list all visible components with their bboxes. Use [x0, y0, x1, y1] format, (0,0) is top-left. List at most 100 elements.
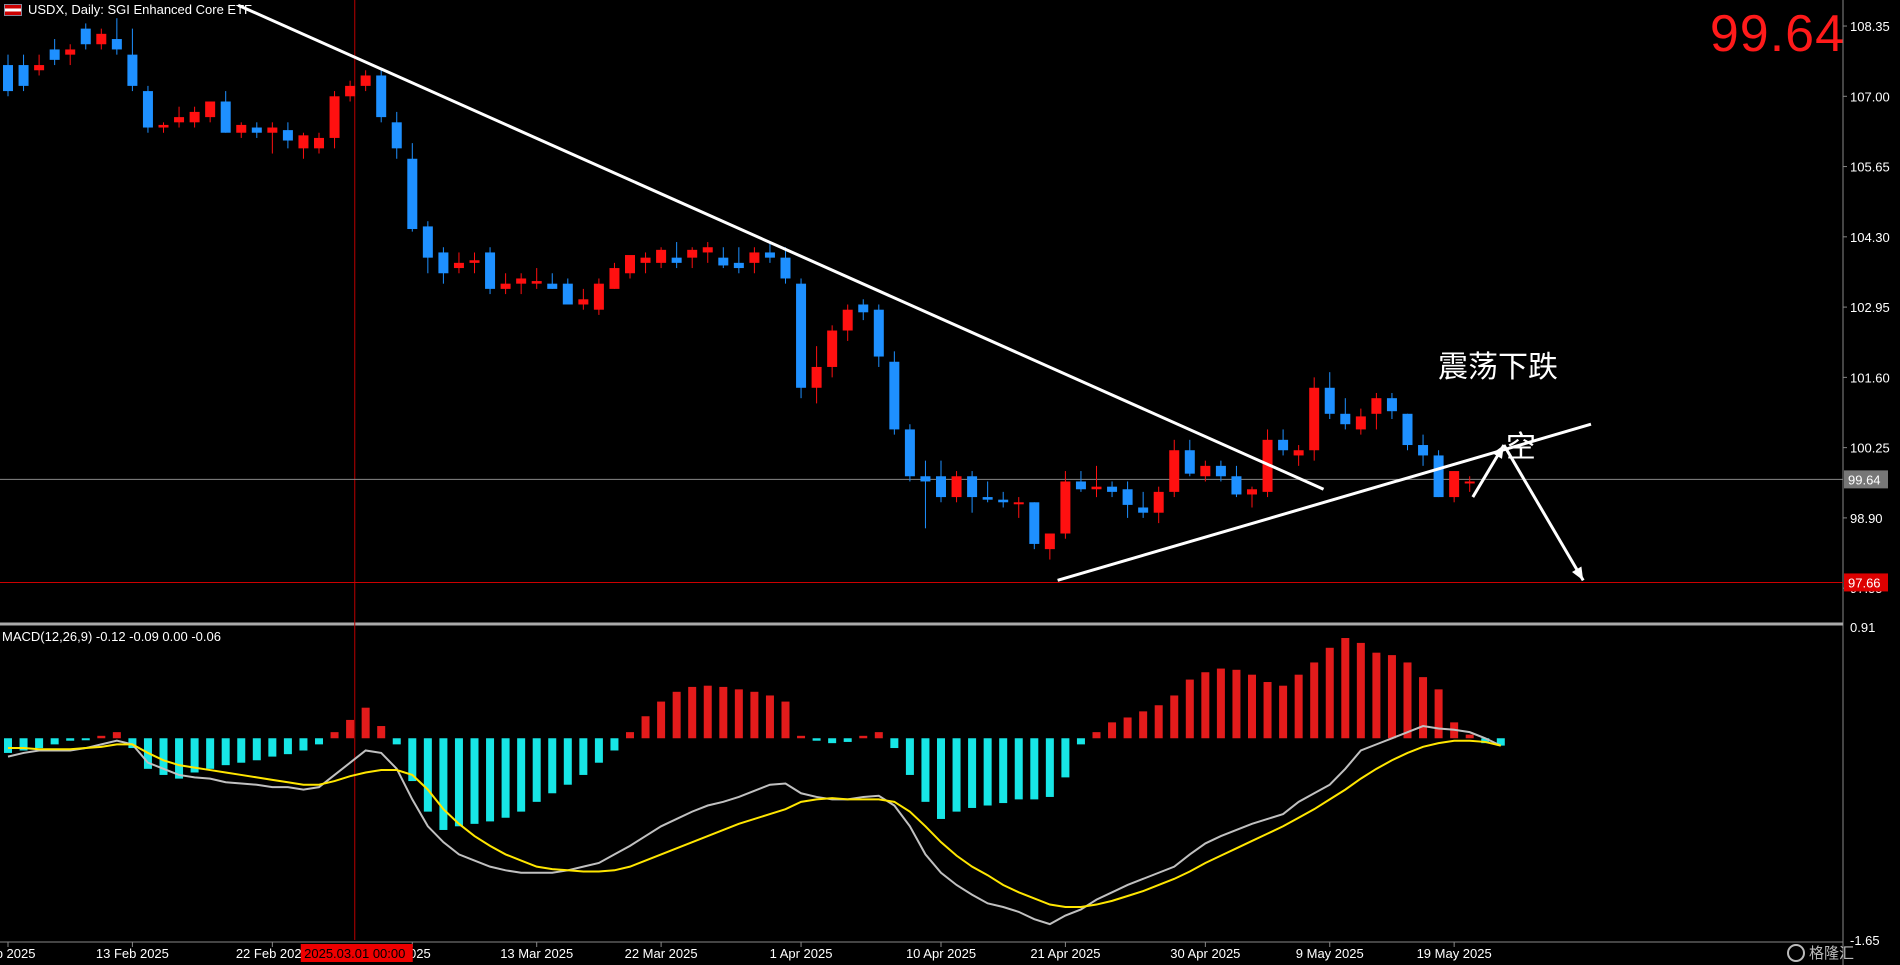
current-price-display: 99.64	[1709, 5, 1845, 63]
macd-histogram-bar	[688, 686, 697, 739]
macd-histogram-bar	[999, 738, 1008, 804]
macd-histogram-bar	[968, 738, 977, 808]
macd-histogram-bar	[206, 738, 215, 769]
candle-body	[236, 124, 247, 133]
current-price-tag-label: 99.64	[1848, 472, 1881, 487]
candle-body	[1138, 507, 1149, 513]
candle-body	[1013, 502, 1024, 505]
candle-body	[1324, 387, 1335, 414]
macd-histogram-bar	[952, 738, 961, 812]
candle-body	[18, 65, 29, 86]
current-price-tag	[1844, 470, 1888, 489]
candle-body	[345, 85, 356, 97]
candle-body	[1293, 450, 1304, 456]
macd-histogram-bar	[905, 738, 914, 775]
candle-body	[1107, 486, 1118, 492]
macd-histogram-bar	[983, 738, 992, 806]
candle-body	[469, 260, 480, 263]
flag-icon	[4, 3, 22, 16]
crosshair-date-tag	[300, 944, 413, 962]
candle-body	[764, 252, 775, 258]
price-tick-label: 108.35	[1850, 19, 1890, 34]
candle-body	[360, 75, 371, 86]
candle-body	[1278, 439, 1289, 451]
candle-body	[640, 257, 651, 263]
macd-histogram-bar	[765, 695, 774, 739]
trendline	[237, 3, 1325, 491]
candle-body	[578, 299, 589, 305]
price-tick-label: 100.25	[1850, 441, 1890, 456]
macd-histogram-bar	[874, 732, 883, 739]
macd-histogram-bar	[408, 738, 417, 782]
macd-histogram-bar	[66, 738, 75, 741]
macd-histogram-bar	[35, 738, 44, 749]
candle-body	[1184, 450, 1195, 474]
candle-body	[625, 255, 635, 274]
macd-histogram-bar	[1465, 734, 1474, 739]
macd-histogram-bar	[97, 735, 106, 739]
candle-body	[158, 124, 169, 128]
date-tick-label: 30 Apr 2025	[1170, 946, 1240, 961]
macd-histogram-bar	[532, 738, 541, 802]
candle-body	[220, 101, 231, 133]
macd-histogram-bar	[1108, 722, 1117, 739]
crosshair-date-label: 2025.03.01 00:00	[304, 946, 405, 961]
candle-body	[1075, 481, 1086, 490]
macd-histogram-bar	[1216, 668, 1225, 739]
red-level-tag-label: 97.66	[1848, 575, 1881, 590]
candle-body	[1371, 398, 1382, 414]
candle-body	[329, 96, 340, 138]
macd-tick-label: -1.65	[1850, 933, 1880, 948]
macd-histogram-bar	[1325, 647, 1334, 739]
macd-histogram-bar	[579, 738, 588, 775]
macd-histogram-bar	[1481, 738, 1490, 744]
candle-body	[1247, 489, 1257, 495]
macd-histogram-bar	[750, 691, 759, 739]
candle-body	[376, 75, 387, 118]
macd-histogram-bar	[454, 738, 463, 827]
candle-body	[920, 476, 931, 482]
macd-histogram-bar	[252, 738, 261, 761]
macd-histogram-bar	[890, 738, 899, 749]
candle-body	[267, 127, 278, 133]
macd-histogram-bar	[641, 716, 650, 739]
watermark-text: 格隆汇	[1808, 945, 1854, 962]
macd-histogram-bar	[19, 738, 28, 751]
macd-histogram-bar	[50, 738, 59, 745]
macd-histogram-bar	[112, 732, 121, 739]
macd-histogram-bar	[1170, 695, 1179, 739]
macd-histogram-bar	[610, 738, 619, 751]
macd-histogram-bar	[594, 738, 603, 763]
macd-histogram-bar	[1076, 738, 1085, 745]
candle-body	[1418, 445, 1429, 456]
candle-body	[702, 247, 713, 253]
price-tick-label: 104.30	[1850, 230, 1890, 245]
date-tick-label: 10 Apr 2025	[906, 946, 976, 961]
candle-body	[593, 283, 604, 310]
macd-histogram-bar	[237, 738, 246, 763]
candle-body	[1433, 455, 1444, 498]
candle-body	[1309, 387, 1320, 451]
candle-body	[1060, 481, 1071, 534]
candle-body	[827, 330, 838, 367]
price-tick-label: 98.90	[1850, 511, 1883, 526]
macd-histogram-bar	[1496, 738, 1505, 746]
macd-histogram-bar	[1279, 685, 1288, 739]
candle-body	[1355, 416, 1366, 430]
macd-indicator-label: MACD(12,26,9) -0.12 -0.09 0.00 -0.06	[2, 629, 221, 644]
candle-body	[142, 91, 153, 128]
macd-histogram-bar	[1419, 677, 1428, 739]
macd-histogram-bar	[128, 738, 137, 749]
candle-body	[1029, 502, 1040, 544]
candle-body	[656, 249, 667, 263]
candle-body	[1340, 413, 1351, 425]
candle-body	[1449, 471, 1460, 498]
watermark: 格隆汇	[1786, 942, 1854, 963]
candle-body	[516, 278, 527, 284]
macd-histogram-bar	[672, 691, 681, 739]
price-tick-label: 101.60	[1850, 370, 1890, 385]
macd-histogram-bar	[1139, 711, 1148, 739]
macd-histogram-bar	[563, 738, 572, 785]
candle-body	[982, 497, 993, 500]
